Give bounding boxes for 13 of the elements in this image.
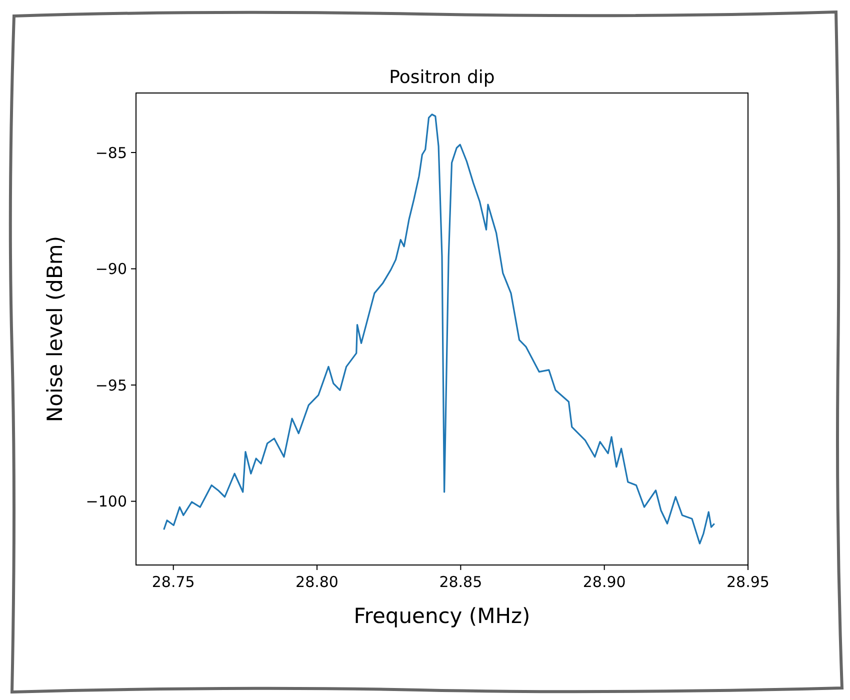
- y-tick-label: −100: [86, 492, 127, 511]
- y-tick-label: −90: [95, 260, 127, 278]
- x-tick-label: 28.85: [439, 573, 482, 591]
- line-series: [163, 114, 716, 544]
- chart-title: Positron dip: [389, 67, 495, 88]
- y-tick-label: −85: [95, 144, 127, 162]
- x-axis-title: Frequency (MHz): [354, 604, 530, 628]
- x-tick-label: 28.80: [296, 573, 338, 591]
- y-axis-title: Noise level (dBm): [43, 236, 67, 422]
- y-tick-label: −95: [95, 376, 127, 394]
- x-tick-label: 28.75: [152, 573, 195, 591]
- x-tick-label: 28.95: [726, 573, 770, 591]
- x-tick-label: 28.90: [582, 573, 626, 591]
